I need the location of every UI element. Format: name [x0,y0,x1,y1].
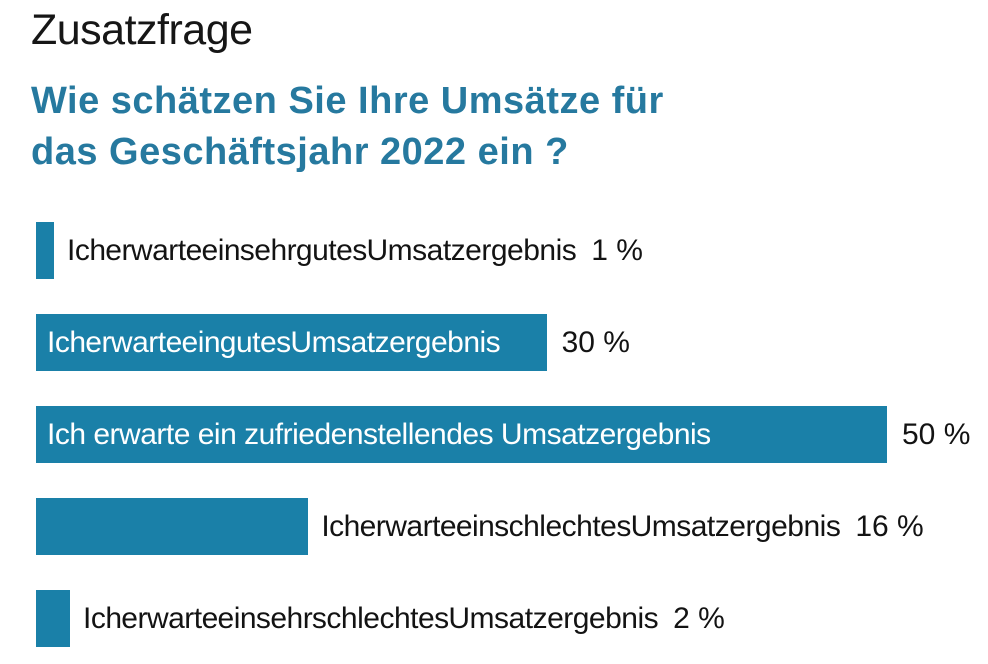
bar-row: Ich erwarte ein sehr gutes Umsatzergebni… [36,222,976,279]
bar-outside-label: Ich erwarte ein schlechtes Umsatzergebni… [321,509,841,543]
bar [36,498,309,555]
bar-outside-label: Ich erwarte ein sehr gutes Umsatzergebni… [67,233,577,267]
chart-question-subtitle: Wie schätzen Sie Ihre Umsätze für das Ge… [31,76,664,178]
bar [36,222,54,279]
bar: Ich erwarte ein zufriedenstellendes Umsa… [36,406,887,463]
bar-value-label: 50 % [902,417,971,451]
bar-inside-label: Ich erwarte ein zufriedenstellendes Umsa… [47,417,711,451]
page-title: Zusatzfrage [31,6,253,54]
subtitle-line-2: das Geschäftsjahr 2022 ein ? [31,131,569,173]
bar-chart: Ich erwarte ein sehr gutes Umsatzergebni… [36,222,976,664]
bar-row: Ich erwarte ein schlechtes Umsatzergebni… [36,498,976,555]
bar-value-label: 2 % [673,601,725,635]
bar: Ich erwarte ein gutes Umsatzergebnis [36,314,547,371]
subtitle-line-1: Wie schätzen Sie Ihre Umsätze für [31,80,664,122]
bar-inside-label: Ich erwarte ein gutes Umsatzergebnis [47,325,501,359]
bar-value-label: 30 % [561,325,630,359]
bar-row: Ich erwarte ein zufriedenstellendes Umsa… [36,406,976,463]
bar-row: Ich erwarte ein sehr schlechtes Umsatzer… [36,590,976,647]
bar-row: Ich erwarte ein gutes Umsatzergebnis 30 … [36,314,976,371]
bar-value-label: 16 % [855,509,924,543]
bar-outside-label: Ich erwarte ein sehr schlechtes Umsatzer… [83,601,659,635]
bar-value-label: 1 % [591,233,643,267]
bar [36,590,71,647]
